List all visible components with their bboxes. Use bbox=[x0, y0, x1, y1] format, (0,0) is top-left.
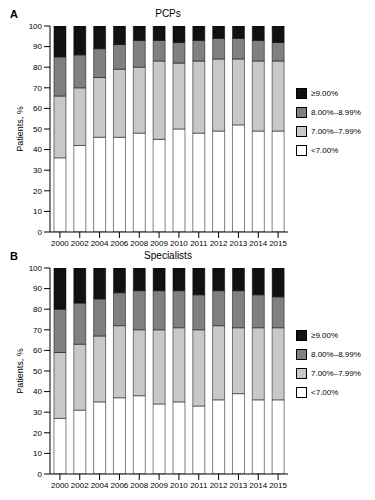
html-text:Specialists: Specialists bbox=[144, 250, 192, 261]
svg-text:20: 20 bbox=[33, 429, 42, 438]
svg-text:2006: 2006 bbox=[111, 481, 129, 490]
svg-text:0: 0 bbox=[38, 470, 43, 479]
svg-text:10: 10 bbox=[33, 449, 42, 458]
svg-text:10: 10 bbox=[33, 207, 42, 216]
svg-text:2006: 2006 bbox=[111, 239, 129, 248]
svg-text:70: 70 bbox=[33, 326, 42, 335]
html-text:≥9.00%: ≥9.00% bbox=[311, 331, 339, 340]
svg-text:2010: 2010 bbox=[170, 239, 188, 248]
svg-text:2010: 2010 bbox=[170, 481, 188, 490]
svg-text:40: 40 bbox=[33, 387, 42, 396]
html-text:≥9.00%: ≥9.00% bbox=[311, 89, 339, 98]
svg-text:80: 80 bbox=[33, 63, 42, 72]
html-text:B: B bbox=[10, 250, 18, 262]
svg-text:2000: 2000 bbox=[51, 239, 69, 248]
svg-text:2014: 2014 bbox=[249, 481, 267, 490]
svg-text:80: 80 bbox=[33, 305, 42, 314]
svg-text:40: 40 bbox=[33, 145, 42, 154]
svg-text:90: 90 bbox=[33, 42, 42, 51]
svg-text:30: 30 bbox=[33, 166, 42, 175]
svg-text:0: 0 bbox=[38, 228, 43, 237]
svg-text:2015: 2015 bbox=[269, 239, 287, 248]
svg-text:2004: 2004 bbox=[91, 239, 109, 248]
svg-text:Patients, %: Patients, % bbox=[15, 106, 25, 152]
svg-text:2002: 2002 bbox=[71, 481, 89, 490]
html-text:8.00%–8.99%: 8.00%–8.99% bbox=[311, 108, 361, 117]
svg-text:50: 50 bbox=[33, 367, 42, 376]
svg-text:2014: 2014 bbox=[249, 239, 267, 248]
html-text:8.00%–8.99%: 8.00%–8.99% bbox=[311, 350, 361, 359]
html-text:7.00%–7.99%: 7.00%–7.99% bbox=[311, 369, 361, 378]
svg-text:70: 70 bbox=[33, 84, 42, 93]
svg-text:30: 30 bbox=[33, 408, 42, 417]
svg-text:2009: 2009 bbox=[150, 481, 168, 490]
html-text:7.00%–7.99%: 7.00%–7.99% bbox=[311, 127, 361, 136]
svg-text:2004: 2004 bbox=[91, 481, 109, 490]
svg-text:2011: 2011 bbox=[190, 239, 208, 248]
svg-text:100: 100 bbox=[29, 22, 43, 31]
svg-text:50: 50 bbox=[33, 125, 42, 134]
svg-text:2011: 2011 bbox=[190, 481, 208, 490]
svg-text:2013: 2013 bbox=[230, 239, 248, 248]
html-text:<7.00%: <7.00% bbox=[311, 146, 339, 155]
html-text:A: A bbox=[10, 8, 18, 20]
svg-text:60: 60 bbox=[33, 104, 42, 113]
svg-text:90: 90 bbox=[33, 284, 42, 293]
svg-text:60: 60 bbox=[33, 346, 42, 355]
svg-text:2008: 2008 bbox=[130, 239, 148, 248]
svg-text:2000: 2000 bbox=[51, 481, 69, 490]
svg-text:100: 100 bbox=[29, 264, 43, 273]
svg-text:2009: 2009 bbox=[150, 239, 168, 248]
html-text:<7.00%: <7.00% bbox=[311, 388, 339, 397]
svg-text:2015: 2015 bbox=[269, 481, 287, 490]
svg-text:2012: 2012 bbox=[210, 481, 228, 490]
svg-text:20: 20 bbox=[33, 187, 42, 196]
html-text:PCPs: PCPs bbox=[155, 8, 181, 19]
svg-text:2008: 2008 bbox=[130, 481, 148, 490]
svg-text:2012: 2012 bbox=[210, 239, 228, 248]
svg-text:Patients, %: Patients, % bbox=[15, 348, 25, 394]
svg-text:2002: 2002 bbox=[71, 239, 89, 248]
svg-text:2013: 2013 bbox=[230, 481, 248, 490]
